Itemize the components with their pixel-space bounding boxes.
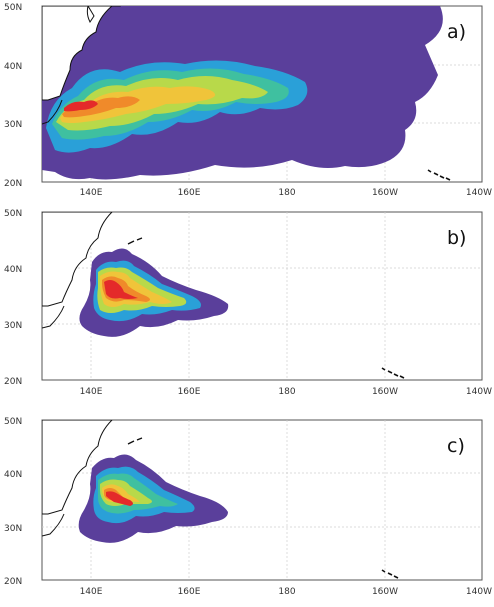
x-tick: 140E [80,387,103,397]
panel-a: a) 50N 40N 30N 20N 140E 160E 180 160W 14… [4,3,493,198]
y-tick: 30N [4,120,22,130]
panel-c: c) 50N 40N 30N 20N 140E 160E 180 160W 14… [4,417,492,597]
panel-a-label: a) [447,21,466,43]
x-tick: 180 [278,587,295,597]
panel-a-field [42,6,443,180]
x-tick: 160W [372,387,398,397]
panel-a-y-ticks: 50N 40N 30N 20N [4,3,22,189]
x-tick: 160W [372,587,398,597]
y-tick: 40N [4,62,22,72]
x-tick: 180 [278,188,295,198]
x-tick: 160E [178,387,201,397]
x-tick: 180 [278,387,295,397]
x-tick: 140W [466,587,492,597]
panel-a-x-ticks: 140E 160E 180 160W 140W [80,188,493,198]
y-tick: 20N [4,577,22,587]
panel-c-field [78,454,229,543]
panel-c-land [42,420,399,579]
x-tick: 140E [80,587,103,597]
panel-a-land [42,6,451,181]
y-tick: 40N [4,470,22,480]
y-tick: 30N [4,321,22,331]
x-tick: 160E [178,587,201,597]
x-tick: 160E [178,188,201,198]
panel-b-label: b) [447,227,466,249]
x-tick: 140W [466,387,492,397]
y-tick: 20N [4,377,22,387]
y-tick: 30N [4,524,22,534]
panel-b-land [42,212,405,379]
panel-c-y-ticks: 50N 40N 30N 20N [4,417,22,587]
panel-c-x-ticks: 140E 160E 180 160W 140W [80,587,493,597]
y-tick: 50N [4,417,22,427]
panel-b-field [79,248,229,337]
y-tick: 40N [4,265,22,275]
panel-b-x-ticks: 140E 160E 180 160W 140W [80,387,493,397]
y-tick: 20N [4,179,22,189]
y-tick: 50N [4,3,22,13]
panel-c-label: c) [447,435,465,457]
x-tick: 140W [466,188,492,198]
y-tick: 50N [4,209,22,219]
x-tick: 140E [80,188,103,198]
panel-b-y-ticks: 50N 40N 30N 20N [4,209,22,387]
x-tick: 160W [372,188,398,198]
panel-b: b) 50N 40N 30N 20N 140E 160E 180 160W 14… [4,209,492,397]
